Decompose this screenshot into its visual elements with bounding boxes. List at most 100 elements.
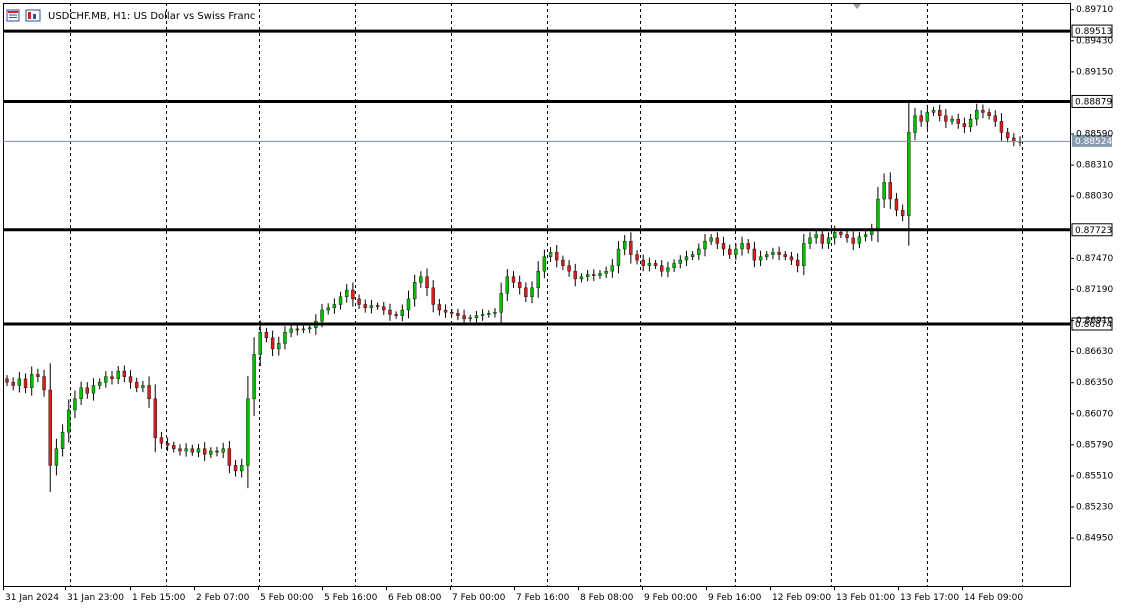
candle — [135, 377, 139, 393]
level-price-box — [1071, 317, 1113, 331]
candle — [332, 298, 337, 314]
candle — [962, 117, 967, 133]
candle — [209, 447, 213, 459]
candle — [116, 365, 120, 384]
chart-shift-marker-icon[interactable] — [853, 4, 861, 9]
candle — [925, 104, 930, 129]
candle — [462, 309, 466, 325]
candle — [530, 281, 534, 304]
candle — [826, 232, 831, 249]
candle — [289, 324, 293, 338]
candle — [499, 282, 503, 323]
candle — [968, 114, 973, 132]
candle — [425, 268, 429, 297]
candle — [517, 275, 522, 295]
candle — [104, 371, 108, 388]
candle — [36, 368, 40, 383]
candle — [975, 103, 979, 126]
candle — [400, 304, 405, 322]
candle — [758, 250, 763, 267]
candle — [412, 274, 417, 307]
candle — [233, 459, 238, 477]
candle — [573, 263, 577, 287]
candle — [196, 443, 201, 457]
x-tick-label: 1 Feb 15:00 — [132, 593, 186, 603]
y-tick-label: 0.86070 — [1076, 409, 1113, 419]
chart-header: USDCHF.MB, H1: US Dollar vs Swiss Franc — [6, 9, 255, 22]
candle — [382, 301, 386, 315]
candle — [394, 311, 398, 319]
x-tick-label: 5 Feb 00:00 — [260, 593, 314, 603]
candle — [771, 247, 775, 260]
y-tick-label: 0.87470 — [1076, 254, 1113, 264]
candle — [585, 269, 590, 282]
chart-window-icon[interactable] — [25, 9, 41, 22]
candle — [79, 381, 83, 405]
candle — [734, 243, 738, 261]
candle — [388, 303, 392, 321]
candle — [604, 266, 608, 278]
candle — [561, 255, 565, 271]
level-price-box — [1071, 223, 1113, 237]
candle — [672, 259, 676, 272]
y-tick-label: 0.85790 — [1076, 440, 1113, 450]
candle — [23, 373, 28, 394]
candle — [30, 366, 34, 396]
x-tick-label: 8 Feb 08:00 — [580, 593, 634, 603]
level-price-label: 0.87723 — [1075, 226, 1112, 236]
candle — [789, 251, 794, 265]
candle — [85, 382, 89, 399]
candle — [240, 458, 244, 478]
candle — [493, 308, 497, 318]
candle — [184, 443, 188, 457]
candle — [480, 309, 485, 321]
y-tick-label: 0.85230 — [1076, 503, 1113, 513]
candle — [542, 249, 547, 279]
candle — [938, 104, 942, 122]
y-tick-label: 0.89710 — [1076, 5, 1113, 15]
candle — [684, 250, 689, 267]
y-tick-label: 0.86630 — [1076, 347, 1113, 357]
candle — [178, 444, 182, 456]
symbol-list-icon[interactable] — [6, 9, 20, 22]
candle — [215, 446, 219, 457]
candle — [190, 445, 195, 456]
candle — [277, 336, 281, 356]
candle — [60, 424, 65, 457]
candle — [993, 110, 997, 127]
chart-title: USDCHF.MB, H1: US Dollar vs Swiss Franc — [48, 11, 255, 22]
candle — [548, 247, 553, 262]
candle — [419, 271, 423, 288]
candle — [987, 108, 991, 120]
candle — [122, 365, 127, 383]
candle — [283, 326, 287, 350]
x-tick-label: 5 Feb 16:00 — [324, 593, 378, 603]
candle — [91, 378, 96, 401]
candle — [697, 243, 701, 261]
candle — [715, 232, 720, 249]
x-tick-label: 9 Feb 00:00 — [644, 593, 698, 603]
candle-layer — [5, 102, 1022, 492]
horizontal-lines-layer: 0.89513 0.88879 0.87723 0.86874 0.88524 — [3, 24, 1113, 331]
candle — [369, 299, 374, 314]
candle — [110, 370, 114, 385]
grid-layer — [3, 3, 1071, 587]
candle — [981, 104, 985, 119]
candle — [765, 251, 769, 261]
plot-frame — [3, 3, 1071, 587]
candle — [357, 294, 361, 309]
candle — [351, 282, 355, 307]
candle — [221, 442, 225, 459]
level-price-label: 0.86874 — [1075, 320, 1112, 330]
candle — [128, 369, 133, 389]
candle — [999, 113, 1004, 141]
candle — [431, 280, 435, 313]
y-tick-label: 0.88030 — [1076, 192, 1113, 202]
candle — [746, 238, 750, 254]
candle — [610, 258, 615, 278]
candle — [820, 229, 825, 249]
candle — [641, 254, 645, 272]
candle — [740, 236, 744, 256]
